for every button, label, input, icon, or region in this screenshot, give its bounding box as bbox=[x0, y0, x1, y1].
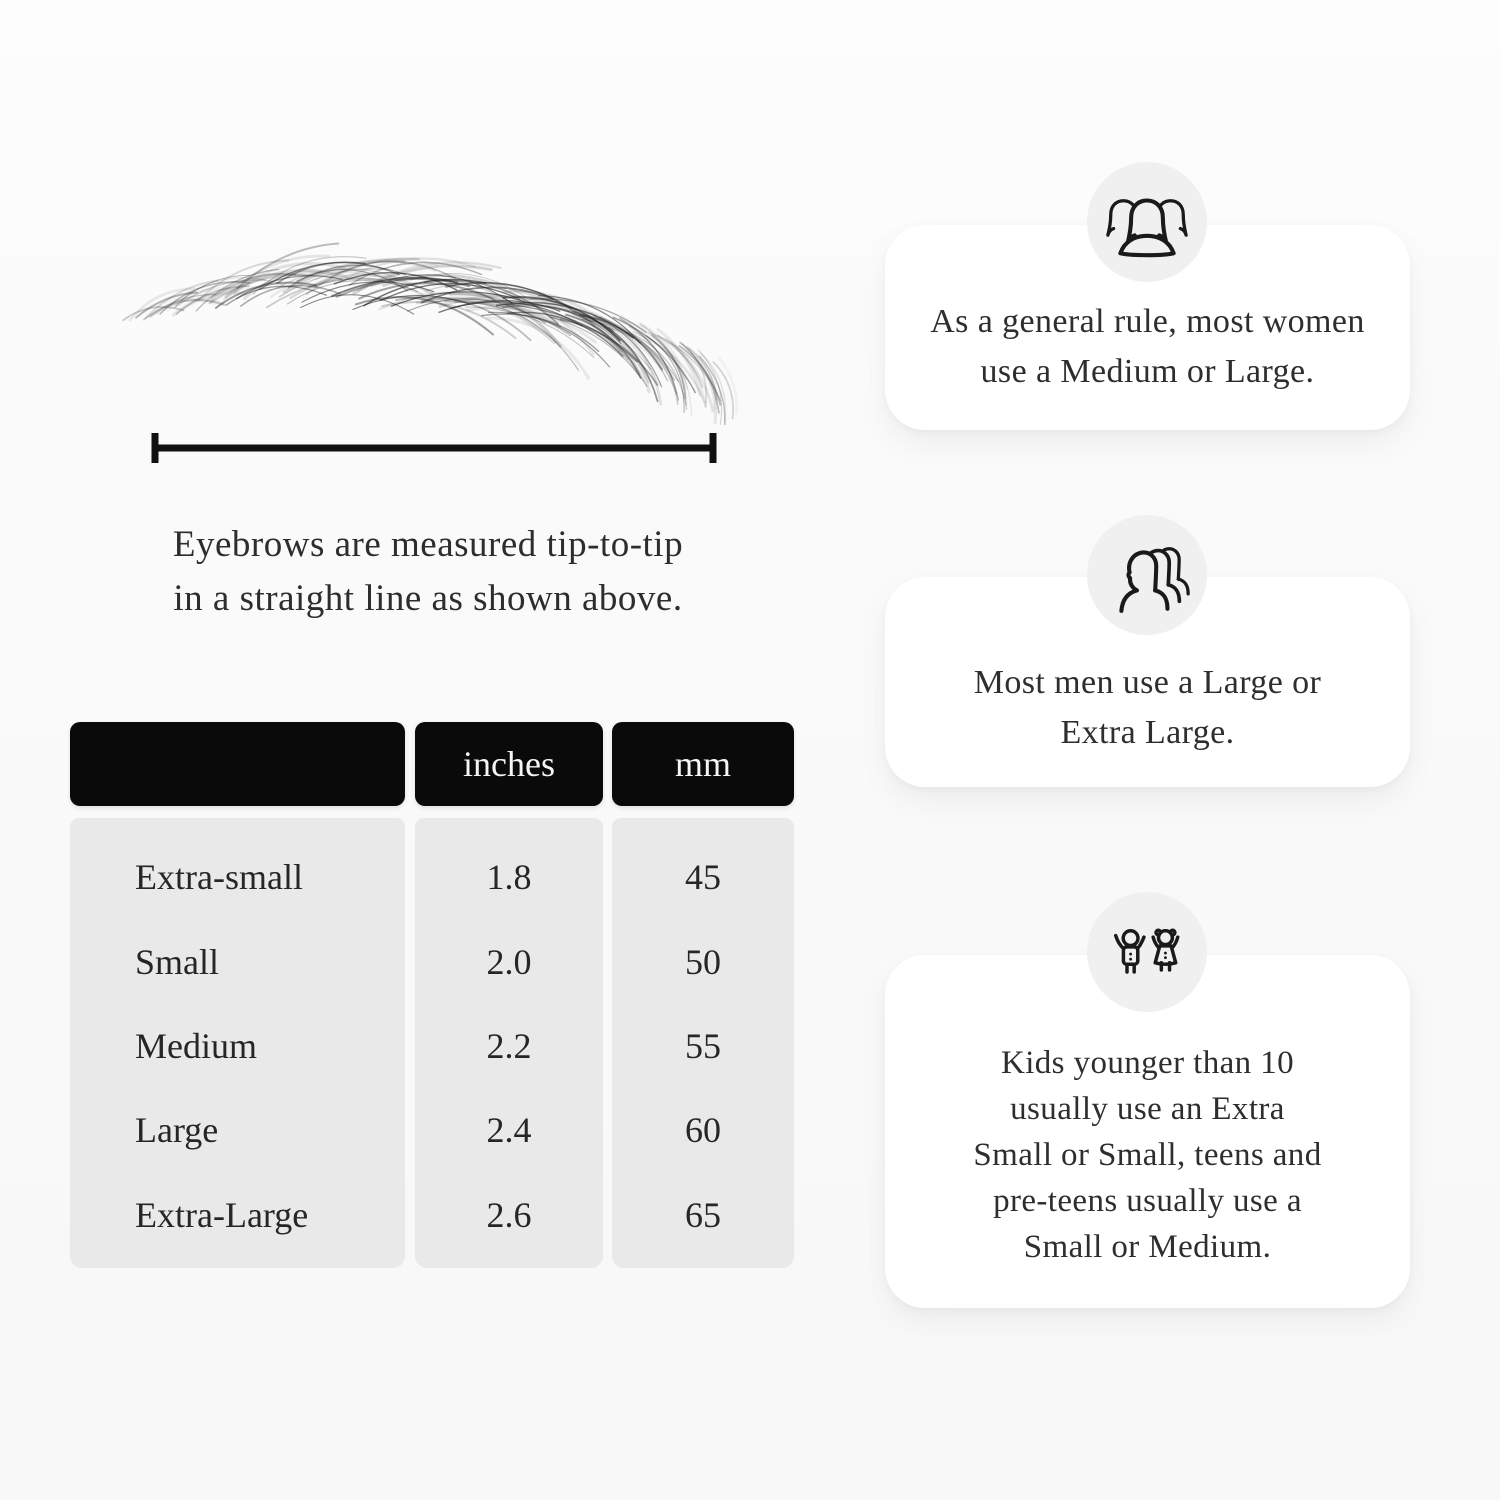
mm-value: 50 bbox=[685, 942, 721, 982]
size-label: Extra-Large bbox=[135, 1195, 309, 1235]
header-label: mm bbox=[674, 744, 731, 784]
mm-value: 60 bbox=[685, 1110, 721, 1150]
mm-value: 45 bbox=[685, 857, 721, 897]
size-label: Extra-small bbox=[135, 857, 303, 897]
measurement-line bbox=[151, 433, 717, 463]
header-label: inches bbox=[463, 744, 555, 784]
women-group-icon bbox=[1087, 162, 1207, 282]
size-table-header-mm: mm bbox=[612, 722, 794, 806]
size-table-body-column bbox=[612, 818, 794, 1268]
card-text-line: Most men use a Large or bbox=[973, 664, 1322, 701]
card-text-line: Small or Medium. bbox=[1023, 1229, 1272, 1265]
measurement-caption: Eyebrows are measured tip-to-tip in a st… bbox=[112, 518, 744, 626]
table-row: Small 2.0 50 bbox=[70, 940, 794, 984]
table-row: Extra-small 1.8 45 bbox=[70, 855, 794, 899]
inches-value: 1.8 bbox=[486, 857, 532, 897]
card-text-line: Extra Large. bbox=[1060, 714, 1235, 751]
table-row: Large 2.4 60 bbox=[70, 1108, 794, 1152]
card-text-line: As a general rule, most women bbox=[930, 303, 1365, 340]
mm-value: 65 bbox=[685, 1195, 721, 1235]
eyebrow-illustration bbox=[122, 242, 738, 425]
card-text-line: usually use an Extra bbox=[1010, 1091, 1285, 1127]
size-table-header-inches: inches bbox=[415, 722, 603, 806]
kids-guide-text: Kids younger than 10 usually use an Extr… bbox=[903, 1040, 1392, 1270]
men-group-icon bbox=[1087, 515, 1207, 635]
inches-value: 2.0 bbox=[486, 942, 532, 982]
inches-value: 2.6 bbox=[486, 1195, 532, 1235]
kids-guide-card: Kids younger than 10 usually use an Extr… bbox=[885, 955, 1410, 1308]
women-guide-text: As a general rule, most women use a Medi… bbox=[903, 297, 1392, 397]
card-text-line: use a Medium or Large. bbox=[980, 353, 1315, 390]
size-label: Small bbox=[135, 942, 220, 982]
size-table-body-column bbox=[70, 818, 405, 1268]
kids-icon bbox=[1087, 892, 1207, 1012]
caption-line: in a straight line as shown above. bbox=[173, 578, 683, 619]
inches-value: 2.4 bbox=[486, 1110, 532, 1150]
men-guide-card: Most men use a Large or Extra Large. bbox=[885, 577, 1410, 787]
mm-value: 55 bbox=[685, 1026, 721, 1066]
caption-line: Eyebrows are measured tip-to-tip bbox=[172, 524, 684, 565]
size-table-body-column bbox=[415, 818, 603, 1268]
table-row: Medium 2.2 55 bbox=[70, 1024, 794, 1068]
size-table-header-blank bbox=[70, 722, 405, 806]
card-text-line: Small or Small, teens and bbox=[973, 1137, 1322, 1173]
size-label: Medium bbox=[135, 1026, 257, 1066]
table-row: Extra-Large 2.6 65 bbox=[70, 1193, 794, 1237]
inches-value: 2.2 bbox=[486, 1026, 532, 1066]
card-text-line: pre-teens usually use a bbox=[993, 1183, 1302, 1219]
size-label: Large bbox=[135, 1110, 219, 1150]
card-text-line: Kids younger than 10 bbox=[1000, 1045, 1295, 1081]
men-guide-text: Most men use a Large or Extra Large. bbox=[903, 658, 1392, 758]
